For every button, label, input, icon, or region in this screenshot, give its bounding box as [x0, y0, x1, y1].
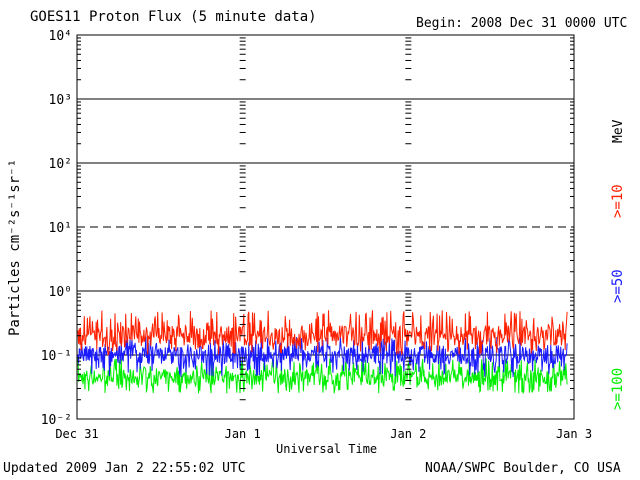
series-line-ge50mev	[77, 335, 568, 378]
x-tick-label: Jan 3	[556, 427, 592, 441]
y-tick-label: 10¹	[49, 221, 72, 236]
x-tick-label: Jan 1	[225, 427, 261, 441]
x-tick-label: Jan 2	[390, 427, 426, 441]
agency-credit: NOAA/SWPC Boulder, CO USA	[425, 461, 621, 476]
plot-frame	[76, 34, 575, 420]
series-line-ge10mev	[77, 310, 568, 356]
y-tick-label: 10⁰	[49, 285, 72, 300]
y-tick-label: 10⁻²	[41, 413, 72, 428]
y-tick-label: 10⁴	[49, 29, 72, 44]
chart-title: GOES11 Proton Flux (5 minute data)	[30, 9, 317, 25]
begin-time: Begin: 2008 Dec 31 0000 UTC	[416, 16, 628, 31]
y-tick-label: 10⁻¹	[41, 349, 72, 364]
x-tick-label: Dec 31	[55, 427, 98, 441]
x-axis-label: Universal Time	[276, 442, 378, 456]
y-tick-label: 10³	[49, 93, 72, 108]
legend-series-100mev: >=100	[610, 367, 626, 410]
legend-series-10mev: >=10	[610, 184, 626, 218]
y-tick-label: 10²	[49, 157, 72, 172]
legend-series-50mev: >=50	[610, 269, 626, 303]
updated-timestamp: Updated 2009 Jan 2 22:55:02 UTC	[3, 461, 246, 476]
y-axis-label: Particles cm⁻²s⁻¹sr⁻¹	[7, 158, 23, 336]
legend-unit: MeV	[611, 119, 626, 143]
series-line-ge100mev	[77, 358, 568, 394]
